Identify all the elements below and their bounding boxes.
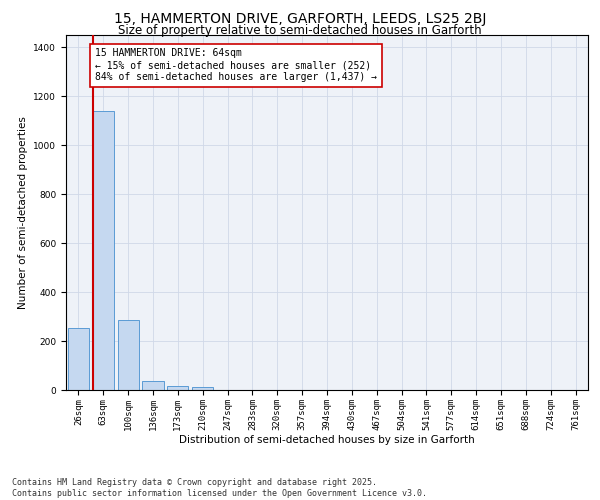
Bar xyxy=(68,328,89,390)
Bar xyxy=(167,386,188,390)
Bar xyxy=(93,111,114,390)
Bar xyxy=(192,387,213,390)
X-axis label: Distribution of semi-detached houses by size in Garforth: Distribution of semi-detached houses by … xyxy=(179,436,475,446)
Text: 15, HAMMERTON DRIVE, GARFORTH, LEEDS, LS25 2BJ: 15, HAMMERTON DRIVE, GARFORTH, LEEDS, LS… xyxy=(114,12,486,26)
Bar xyxy=(142,380,164,390)
Text: Size of property relative to semi-detached houses in Garforth: Size of property relative to semi-detach… xyxy=(118,24,482,37)
Text: Contains HM Land Registry data © Crown copyright and database right 2025.
Contai: Contains HM Land Registry data © Crown c… xyxy=(12,478,427,498)
Text: 15 HAMMERTON DRIVE: 64sqm
← 15% of semi-detached houses are smaller (252)
84% of: 15 HAMMERTON DRIVE: 64sqm ← 15% of semi-… xyxy=(95,48,377,82)
Bar xyxy=(118,320,139,390)
Y-axis label: Number of semi-detached properties: Number of semi-detached properties xyxy=(18,116,28,309)
